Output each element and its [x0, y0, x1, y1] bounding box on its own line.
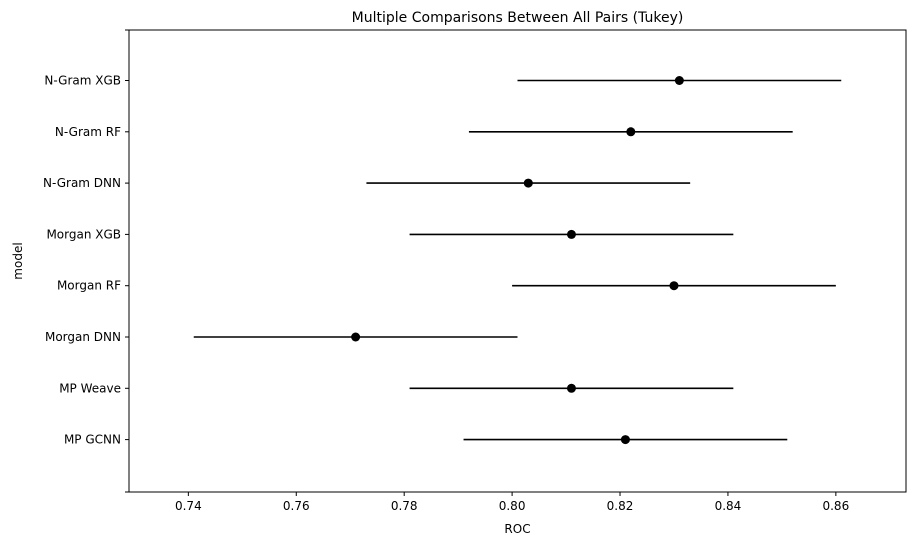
x-tick-label: 0.84	[715, 499, 742, 513]
mean-point	[351, 332, 361, 342]
y-tick-label: N-Gram RF	[55, 125, 121, 139]
x-tick-label: 0.78	[391, 499, 418, 513]
x-axis-title: ROC	[504, 522, 530, 536]
plot-marks	[193, 76, 842, 445]
mean-point	[620, 435, 630, 445]
x-tick-label: 0.86	[822, 499, 849, 513]
y-tick-label: Morgan RF	[57, 279, 121, 293]
y-tick-label: N-Gram DNN	[43, 176, 121, 190]
chart-title: Multiple Comparisons Between All Pairs (…	[352, 10, 684, 26]
mean-point	[674, 76, 684, 85]
x-tick-label: 0.80	[499, 499, 526, 513]
y-tick-label: N-Gram XGB	[44, 74, 121, 88]
plot-frame	[128, 29, 907, 493]
y-axis: N-Gram XGB N-Gram RF N-Gram DNN Morgan XGB M…	[43, 29, 129, 493]
y-tick-label: Morgan XGB	[46, 227, 121, 241]
y-tick-label: MP GCNN	[64, 433, 121, 447]
y-tick-label: Morgan DNN	[45, 330, 121, 344]
mean-point	[566, 383, 576, 393]
x-axis: 0.74 0.76 0.78 0.80 0.82 0.84 0.86	[175, 492, 849, 513]
mean-point	[669, 281, 679, 291]
mean-point	[523, 178, 533, 188]
y-tick-label: MP Weave	[59, 381, 121, 395]
mean-point	[566, 229, 576, 239]
y-axis-title: model	[11, 242, 25, 279]
x-tick-label: 0.76	[283, 499, 310, 513]
mean-point	[626, 127, 636, 137]
x-tick-label: 0.74	[175, 499, 202, 513]
x-tick-label: 0.82	[607, 499, 634, 513]
